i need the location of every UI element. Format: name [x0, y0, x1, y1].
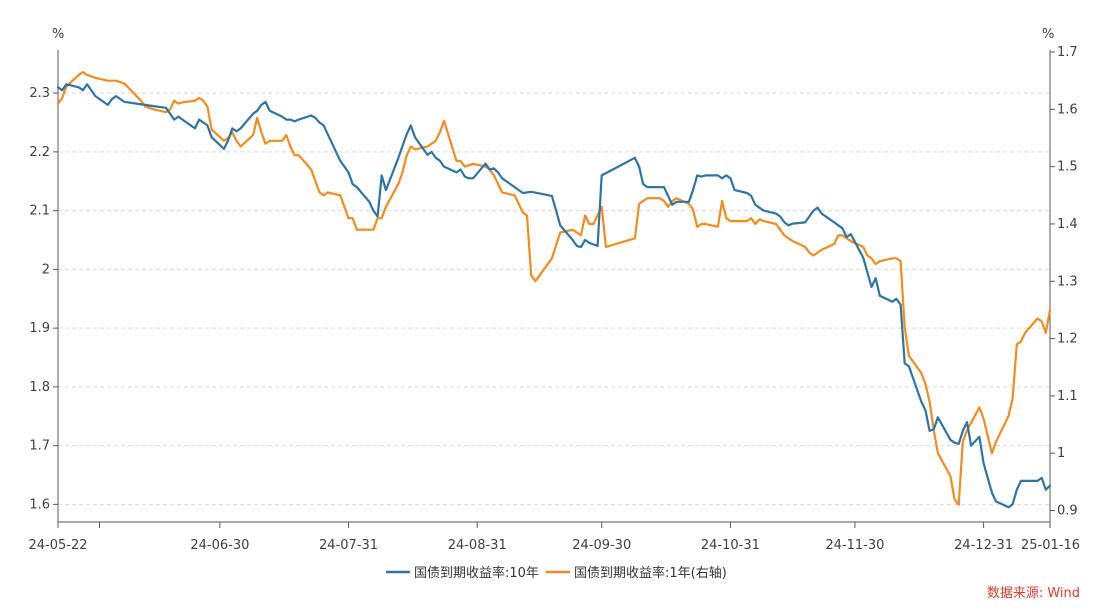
y-right-tick-label: 1.4	[1057, 217, 1078, 232]
x-tick-label: 24-07-31	[319, 538, 378, 553]
y-right-tick-label: 1.5	[1057, 160, 1078, 175]
y-left-tick-label: 2	[42, 262, 50, 277]
y-right-tick-label: 1.7	[1057, 45, 1078, 60]
x-tick-label: 24-09-30	[572, 538, 631, 553]
x-tick-label: 24-05-22	[28, 538, 87, 553]
legend-label-1y: 国债到期收益率:1年(右轴)	[574, 565, 727, 581]
y-left-tick-label: 2.3	[29, 86, 50, 101]
y-left-unit-label: %	[52, 27, 64, 42]
x-tick-label: 24-12-31	[954, 538, 1013, 553]
y-right-tick-label: 1.1	[1057, 389, 1078, 404]
x-tick-label: 25-01-16	[1021, 538, 1080, 553]
legend-label-10y: 国债到期收益率:10年	[414, 565, 539, 581]
y-right-unit-label: %	[1042, 27, 1054, 42]
y-left-tick-label: 1.7	[29, 439, 50, 454]
y-left-tick-label: 2.1	[29, 204, 50, 219]
x-tick-label: 24-11-30	[825, 538, 884, 553]
y-right-tick-label: 1.6	[1057, 102, 1078, 117]
legend: 国债到期收益率:10年 国债到期收益率:1年(右轴)	[386, 565, 727, 581]
y-right-tick-label: 0.9	[1057, 504, 1078, 519]
series-line-10y	[56, 83, 1052, 509]
y-left-tick-label: 2.2	[29, 145, 50, 160]
y-left-tick-label: 1.8	[29, 380, 50, 395]
y-right-tick-label: 1.3	[1057, 274, 1078, 289]
y-left-tick-label: 1.9	[29, 321, 50, 336]
source-note: 数据来源: Wind	[987, 586, 1080, 601]
y-right-tick-label: 1.2	[1057, 332, 1078, 347]
series-line-1y	[56, 70, 1052, 506]
axes: % % 1.6 1.7 1.8 1.9 2 2.1 2.2 2.3 0.9 1 1.1 1.2 1.3 1…	[28, 27, 1080, 553]
series-lines	[56, 70, 1052, 509]
y-left-tick-label: 1.6	[29, 497, 50, 512]
x-tick-label: 24-08-31	[448, 538, 507, 553]
x-tick-label: 24-10-31	[701, 538, 760, 553]
x-tick-label: 24-06-30	[190, 538, 249, 553]
y-right-tick-label: 1	[1057, 446, 1065, 461]
grid-lines	[58, 92, 1050, 505]
